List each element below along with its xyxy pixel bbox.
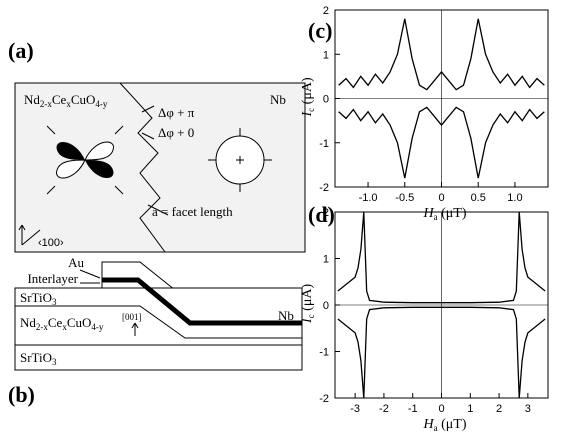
panel-label: (c) (308, 18, 332, 43)
direction-label: ‹100› (38, 237, 64, 249)
text: (μA) (300, 284, 315, 315)
axis-label: Ha (μT) (423, 417, 467, 433)
data-line (337, 306, 546, 399)
y-tick-label: -1 (319, 347, 329, 359)
text: a (434, 212, 438, 222)
layer-label: SrTiO3 (20, 350, 57, 367)
x-tick-label: 2 (496, 403, 502, 415)
text: Nd (24, 92, 40, 107)
panel-label: (b) (8, 382, 35, 407)
x-tick-label: -2 (379, 403, 389, 415)
axis-label: Ic (μA) (300, 284, 316, 324)
y-tick-label: -1 (319, 138, 329, 150)
text: c (306, 108, 316, 112)
d-wave-orbital (46, 125, 124, 195)
text: 4-y (91, 322, 103, 332)
text: 2-x (40, 99, 52, 109)
direction-label: [001] (122, 312, 142, 322)
y-tick-label: 1 (323, 49, 329, 61)
x-tick-label: -3 (350, 403, 360, 415)
phase-label: Δφ + π (158, 105, 195, 120)
junction-diagram: Nd2-xCexCuO4-y Nb Δφ + π Δφ + 0 a = face… (14, 82, 306, 253)
x-tick-label: 0 (438, 403, 444, 415)
axis-label: Ic (μA) (300, 77, 316, 117)
text: (μT) (438, 417, 467, 432)
panel-label: (d) (308, 202, 335, 227)
y-tick-label: 0 (323, 94, 329, 106)
x-tick-label: 3 (525, 403, 531, 415)
text: x (66, 99, 71, 109)
y-tick-label: 0 (323, 300, 329, 312)
data-line (337, 211, 546, 304)
text: Ce (52, 92, 67, 107)
x-tick-label: 1 (467, 403, 473, 415)
s-wave-orbital (208, 128, 272, 192)
y-tick-label: 2 (323, 207, 329, 219)
text: CuO (67, 315, 92, 330)
layer-label: SrTiO3 (20, 290, 57, 307)
text: I (300, 111, 315, 118)
text: 2-x (36, 322, 48, 332)
y-tick-label: 2 (323, 5, 329, 17)
x-tick-label: 1.0 (507, 192, 522, 204)
x-tick-label: -1 (408, 403, 418, 415)
material-label: Nd2-xCexCuO4-y (24, 92, 108, 109)
layer-label: Nd2-xCexCuO4-y (20, 315, 104, 332)
text: (μA) (300, 77, 315, 108)
x-tick-label: -0.5 (395, 192, 414, 204)
material-label: Nb (270, 92, 286, 107)
text: Nd (20, 315, 36, 330)
text: x (62, 322, 67, 332)
text: 3 (52, 357, 57, 367)
text: I (300, 317, 315, 324)
x-tick-label: -1.0 (359, 192, 378, 204)
text: SrTiO (20, 290, 52, 305)
text: Ce (48, 315, 63, 330)
text: 4-y (95, 99, 107, 109)
y-tick-label: -2 (319, 393, 329, 405)
layer-label: Nb (278, 308, 294, 323)
phase-label: Δφ + 0 (158, 125, 194, 140)
x-tick-label: 0.5 (471, 192, 486, 204)
y-tick-label: -2 (319, 182, 329, 194)
data-line (338, 106, 545, 179)
layer-diagram: Au Interlayer SrTiO3 Nd2-xCexCuO4-y [001… (14, 255, 303, 371)
layer-label: Au (68, 255, 84, 270)
text: (μT) (438, 206, 467, 221)
text: CuO (71, 92, 96, 107)
facet-label: a = facet length (152, 204, 233, 219)
x-tick-label: 0 (438, 192, 444, 204)
axis-label: Ha (μT) (423, 206, 467, 222)
text: c (306, 314, 316, 318)
y-tick-label: 1 (323, 254, 329, 266)
text: SrTiO (20, 350, 52, 365)
panel-label: (a) (8, 38, 34, 63)
text: 3 (52, 297, 57, 307)
data-line (338, 18, 545, 91)
layer-label: Interlayer (27, 271, 78, 286)
text: a (434, 423, 438, 433)
text: H (423, 417, 435, 432)
text: H (423, 206, 435, 221)
